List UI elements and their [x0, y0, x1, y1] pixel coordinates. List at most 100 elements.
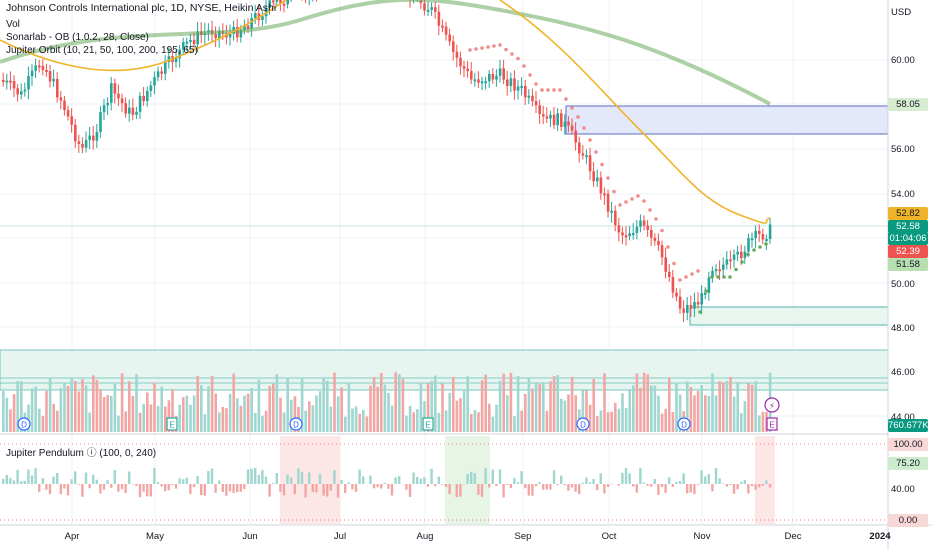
candle [567, 121, 570, 126]
pendulum-bar [164, 484, 167, 492]
volume-bar [41, 415, 45, 432]
currency-label[interactable]: USD [891, 7, 912, 18]
pendulum-bar [113, 470, 116, 484]
trail-dot [716, 275, 720, 279]
volume-bar [196, 375, 199, 432]
candle [66, 110, 70, 117]
earnings-marker[interactable]: E [766, 417, 778, 431]
pendulum-bar [268, 484, 271, 497]
candle [52, 78, 55, 82]
dividend-marker[interactable]: D [677, 417, 691, 431]
candle [38, 65, 41, 68]
volume-bar [351, 408, 354, 432]
earnings-marker[interactable]: E [422, 417, 434, 431]
volume-bar [38, 408, 41, 432]
volume-bar [120, 373, 124, 432]
pendulum-bar [714, 468, 718, 484]
pendulum-bar [689, 484, 692, 493]
volume-bar [34, 386, 37, 432]
volume-bar [599, 410, 603, 432]
candle [92, 135, 95, 141]
dividend-marker[interactable]: D [576, 417, 590, 431]
pendulum-bar [203, 484, 206, 496]
pendulum-bar [171, 484, 174, 485]
candle [653, 237, 657, 241]
pendulum-bar [232, 484, 235, 494]
dividend-marker[interactable]: D [17, 417, 31, 431]
pendulum-bar [408, 484, 412, 497]
volume-bar [218, 412, 221, 432]
candle [491, 73, 495, 80]
pendulum-bar [585, 477, 588, 484]
pendulum-bar [534, 484, 538, 487]
pendulum-bar [30, 475, 34, 484]
volume-bar [588, 404, 592, 432]
candle [527, 95, 531, 98]
dividend-marker[interactable]: D [289, 417, 303, 431]
volume-bar [322, 378, 325, 432]
volume-bar [117, 415, 120, 432]
trail-dot [642, 199, 646, 203]
ema-mid-line [0, 0, 771, 224]
candle [650, 229, 653, 238]
candle [423, 3, 426, 11]
pendulum-bar [16, 469, 19, 484]
flash-icon[interactable]: ⚡ [764, 397, 780, 413]
ema-slow-line [0, 0, 771, 106]
legend-jupiter-pendulum[interactable]: Jupiter Pendulum ⓘ (100, 0, 240) [6, 448, 157, 459]
pendulum-bar [34, 468, 37, 484]
pendulum-bar [63, 484, 66, 489]
volume-bar [282, 412, 286, 432]
pendulum-bar [678, 480, 682, 484]
volume-bar [714, 395, 718, 432]
volume-bar [200, 385, 203, 432]
pendulum-bar [2, 479, 5, 484]
volume-bar [560, 398, 563, 432]
pendulum-bar [545, 484, 548, 490]
legend-volume[interactable]: Vol [6, 19, 20, 30]
candle [617, 225, 621, 233]
volume-bar [545, 410, 549, 432]
candle [264, 7, 268, 17]
volume-bar [689, 387, 693, 432]
legend-sonarlab-ob[interactable]: Sonarlab - OB (1.0.2, 28, Close) [6, 32, 149, 43]
candle [603, 193, 606, 196]
volume-bar [102, 396, 106, 432]
pendulum-bar [362, 476, 365, 484]
candle [592, 171, 595, 182]
volume-bar [657, 395, 660, 432]
trail-dot [492, 44, 496, 48]
candle [30, 70, 34, 77]
pendulum-bar [257, 475, 260, 484]
pendulum-bar [236, 484, 239, 493]
candle [736, 251, 739, 255]
earnings-marker[interactable]: E [166, 417, 178, 431]
pendulum-zone [755, 436, 775, 524]
volume-bar [261, 415, 264, 432]
volume-bar [614, 402, 617, 432]
pendulum-bar [315, 484, 318, 493]
pendulum-bar [729, 484, 732, 485]
volume-bar [585, 390, 588, 432]
candle [272, 0, 275, 3]
pendulum-bar [599, 473, 602, 484]
pendulum-bar [56, 473, 59, 484]
candle [452, 41, 455, 52]
trail-dot [570, 106, 574, 110]
candle [761, 233, 765, 240]
pendulum-bar [48, 484, 52, 495]
pendulum-bar [509, 484, 512, 489]
volume-bar [142, 403, 145, 432]
candle [138, 95, 142, 112]
pendulum-bar [41, 478, 44, 484]
candle [182, 42, 185, 50]
legend-jupiter-orbit[interactable]: Jupiter Orbit (10, 21, 50, 100, 200, 195… [6, 45, 198, 56]
candle [560, 113, 563, 127]
candle [570, 125, 574, 131]
volume-bar [358, 413, 361, 432]
candle [689, 304, 693, 309]
pendulum-bar [293, 484, 296, 495]
volume-bar [455, 400, 459, 432]
pendulum-bar [430, 468, 433, 484]
